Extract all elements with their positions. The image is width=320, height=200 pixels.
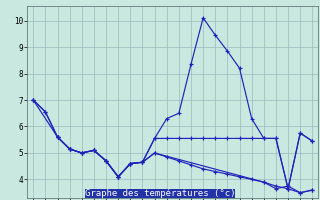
Text: Graphe des températures (°c): Graphe des températures (°c) (85, 188, 235, 198)
